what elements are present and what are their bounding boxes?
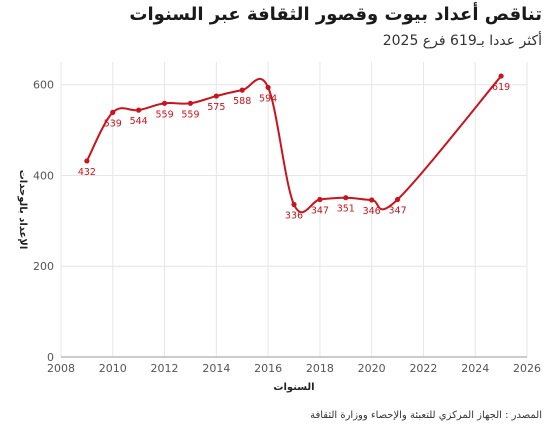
x-axis-label: السنوات <box>273 382 314 393</box>
data-label: 432 <box>78 167 96 178</box>
series-line <box>86 75 502 214</box>
data-label: 539 <box>104 118 122 129</box>
data-point <box>343 195 349 201</box>
x-tick-label: 2020 <box>358 362 386 375</box>
y-tick-label: 0 <box>47 351 54 364</box>
series-line-layer <box>86 75 502 214</box>
data-label: 559 <box>181 109 199 120</box>
data-label: 588 <box>233 96 251 107</box>
data-label: 351 <box>337 204 355 215</box>
data-label: 336 <box>285 211 303 222</box>
y-tick-label: 200 <box>33 260 54 273</box>
y-axis-label: الإعداد بالوحدات <box>17 170 28 250</box>
data-label: 559 <box>155 109 173 120</box>
data-label: 575 <box>207 102 225 113</box>
x-tick-label: 2018 <box>306 362 334 375</box>
x-tick-label: 2008 <box>47 362 75 375</box>
data-point <box>317 196 323 203</box>
x-tick-label: 2016 <box>254 362 282 375</box>
data-labels: 432 539 544 559 559 575 588 594 336 347 351 346 347 6… <box>78 82 510 221</box>
data-point <box>265 84 271 91</box>
data-point <box>213 93 219 99</box>
source-note: المصدر : الجهاز المركزي للتعبئة والإحصاء… <box>310 410 542 421</box>
data-point <box>84 158 90 164</box>
x-tick-label: 2012 <box>151 362 179 375</box>
data-point <box>369 197 375 203</box>
data-point <box>187 100 194 106</box>
data-point <box>498 73 504 79</box>
data-point <box>110 109 116 115</box>
x-tick-label: 2024 <box>461 362 489 375</box>
data-points <box>84 73 504 208</box>
y-tick-label: 400 <box>33 169 54 182</box>
data-label: 619 <box>492 82 510 93</box>
data-label: 346 <box>363 206 381 217</box>
data-label: 347 <box>311 206 329 217</box>
data-point <box>291 201 297 208</box>
data-point <box>136 107 142 113</box>
data-label: 347 <box>388 206 406 217</box>
y-tick-label: 600 <box>33 79 54 92</box>
data-point <box>394 196 401 203</box>
x-tick-label: 2014 <box>202 362 230 375</box>
x-tick-label: 2026 <box>513 362 541 375</box>
data-label: 544 <box>130 116 148 127</box>
chart-title: تناقص أعداد بيوت وقصور الثقافة عبر السنو… <box>129 4 542 25</box>
axes: 2008 2010 2012 2014 2016 2018 2020 2022 2024 2026… <box>33 79 541 375</box>
chart-subtitle: أكثر عددا بـ619 فرع 2025 <box>382 33 542 49</box>
data-point <box>239 87 245 93</box>
x-tick-label: 2022 <box>409 362 437 375</box>
x-tick-label: 2010 <box>99 362 127 375</box>
data-label: 594 <box>259 93 277 104</box>
data-point <box>161 100 168 106</box>
grid-lines <box>60 62 528 358</box>
